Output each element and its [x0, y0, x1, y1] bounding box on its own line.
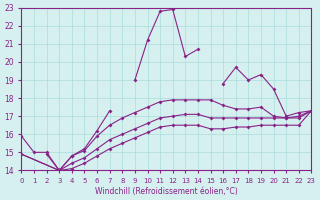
X-axis label: Windchill (Refroidissement éolien,°C): Windchill (Refroidissement éolien,°C) — [95, 187, 238, 196]
